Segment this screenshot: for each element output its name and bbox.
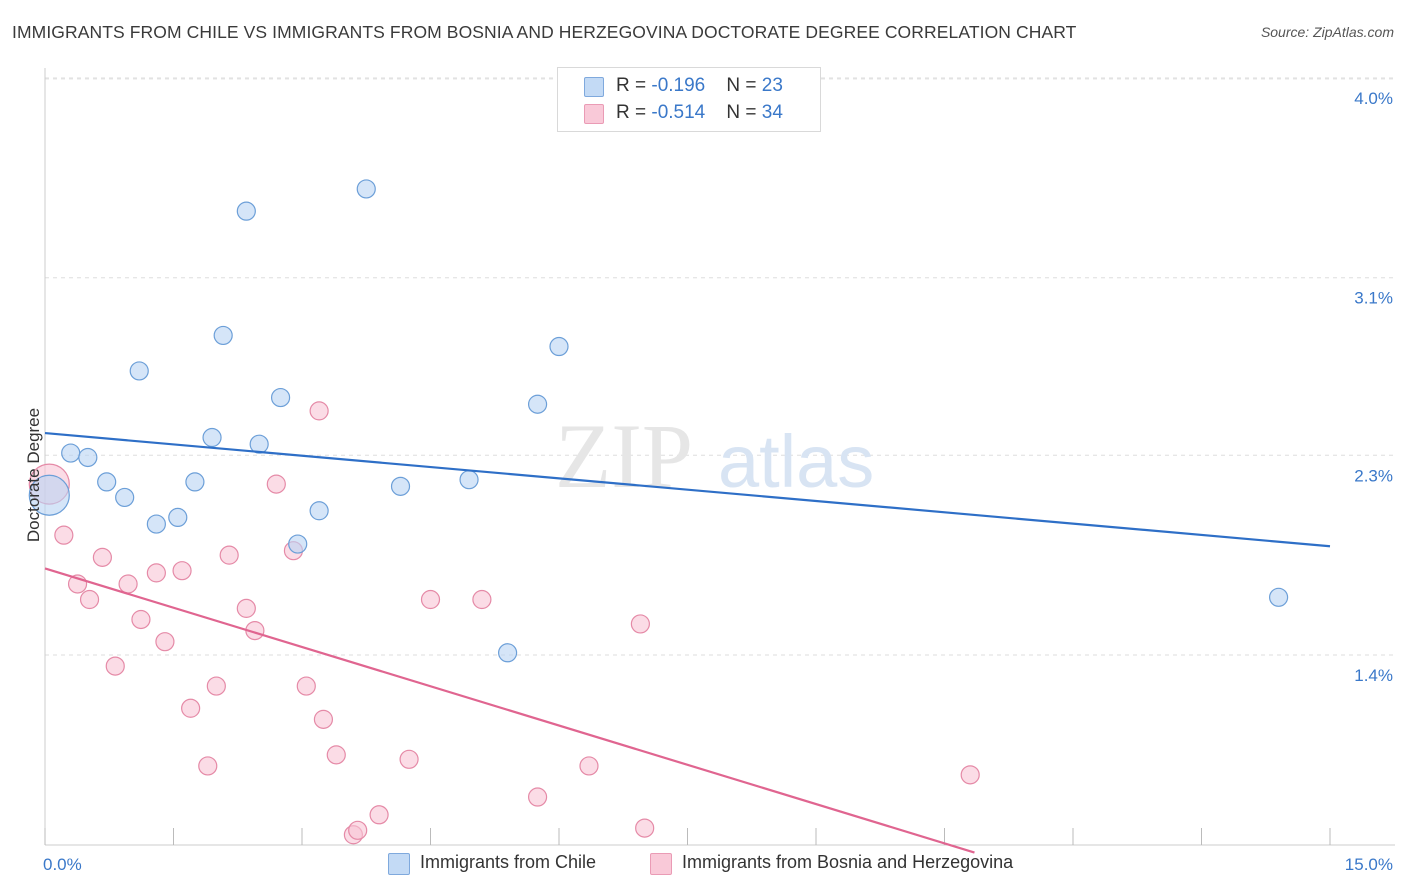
x-tick-labels: 0.0% 15.0%	[43, 855, 1393, 874]
bosnia-point	[219, 545, 239, 565]
bosnia-point	[369, 805, 389, 825]
series-legend: Immigrants from Chile Immigrants from Bo…	[0, 851, 1406, 877]
watermark-atlas: atlas	[718, 420, 874, 503]
bosnia-point	[181, 698, 201, 718]
legend-n-value: 34	[761, 102, 783, 123]
y-tick-labels: 1.4% 2.3% 3.1% 4.0%	[1354, 89, 1393, 685]
series-legend-swatch-chile	[388, 853, 410, 875]
bosnia-point	[635, 818, 655, 838]
legend-n-label: N =	[726, 102, 762, 123]
legend-n-label: N =	[726, 75, 762, 96]
bosnia-point	[54, 525, 74, 545]
series-chile-points	[28, 179, 1289, 663]
bosnia-point	[118, 574, 138, 594]
chile-point	[498, 643, 518, 663]
chile-point	[185, 472, 205, 492]
y-tick-label: 3.1%	[1354, 289, 1393, 308]
bosnia-point	[236, 598, 256, 618]
bosnia-point	[79, 589, 100, 610]
y-tick-label: 1.4%	[1354, 666, 1393, 685]
bosnia-point	[420, 589, 441, 610]
y-axis-label: Doctorate Degree	[24, 407, 43, 543]
bosnia-point	[579, 756, 599, 776]
chile-point	[390, 476, 411, 496]
chile-point	[527, 394, 548, 414]
series-legend-label-chile: Immigrants from Chile	[420, 852, 597, 872]
bosnia-point	[155, 632, 175, 652]
chile-point	[249, 434, 269, 454]
bosnia-point	[131, 609, 151, 630]
chile-point	[288, 534, 308, 554]
chile-point	[61, 443, 81, 463]
bosnia-point	[146, 563, 166, 583]
bosnia-point	[326, 745, 346, 765]
bosnia-point	[399, 749, 419, 769]
bosnia-point	[92, 547, 112, 567]
legend-swatch-chile	[584, 77, 604, 97]
bosnia-point	[105, 656, 125, 676]
chile-point	[168, 507, 188, 528]
chile-point	[129, 361, 149, 381]
watermark: ZIP atlas	[555, 405, 874, 507]
legend-text-chile: R = -0.196 N = 23	[616, 75, 783, 97]
chile-point	[309, 501, 329, 521]
watermark-zip: ZIP	[555, 405, 693, 507]
series-legend-label-bosnia: Immigrants from Bosnia and Herzegovina	[682, 852, 1014, 872]
bosnia-point	[296, 676, 316, 696]
chart-title: IMMIGRANTS FROM CHILE VS IMMIGRANTS FROM…	[12, 22, 1077, 42]
bosnia-point	[313, 709, 334, 729]
gridlines	[45, 77, 1395, 656]
chile-point	[28, 474, 70, 516]
bosnia-point	[309, 401, 329, 421]
source-note: Source: ZipAtlas.com	[1260, 24, 1394, 40]
y-axis-label-wrap: Doctorate Degree	[14, 390, 43, 590]
bosnia-point	[172, 561, 192, 581]
y-tick-label: 4.0%	[1354, 89, 1393, 108]
y-tick-label: 2.3%	[1354, 466, 1393, 485]
legend-text-bosnia: R = -0.514 N = 34	[616, 102, 783, 124]
bosnia-point	[348, 820, 368, 840]
chile-point	[1268, 587, 1289, 607]
chile-point	[146, 514, 166, 534]
chile-point	[97, 472, 117, 492]
chile-point	[115, 487, 135, 508]
bosnia-point	[472, 589, 492, 610]
bosnia-point	[266, 474, 286, 494]
bosnia-point	[198, 756, 218, 776]
legend-r-value: -0.196	[651, 75, 706, 96]
chile-point	[459, 470, 479, 490]
bosnia-point	[630, 614, 650, 634]
bosnia-trend-line	[44, 567, 975, 854]
x-tick-label-min: 0.0%	[43, 855, 82, 874]
trend-lines	[44, 431, 1331, 854]
chile-point	[549, 336, 569, 357]
legend-r-label: R =	[616, 75, 652, 96]
bosnia-point	[960, 765, 980, 785]
bosnia-point	[206, 676, 226, 696]
chile-point	[270, 387, 291, 408]
chile-point	[202, 427, 222, 448]
x-tick-label-max: 15.0%	[1345, 855, 1393, 874]
chile-point	[78, 447, 98, 468]
series-bosnia-points	[28, 401, 980, 845]
chile-point	[236, 201, 256, 221]
chile-point	[213, 325, 233, 346]
legend-r-label: R =	[616, 102, 652, 123]
series-legend-swatch-bosnia	[650, 853, 672, 875]
x-ticks	[44, 828, 1331, 845]
axes	[44, 68, 1395, 846]
legend-r-value: -0.514	[651, 102, 706, 123]
chile-point	[356, 179, 376, 199]
legend-swatch-bosnia	[584, 104, 604, 124]
chile-trend-line	[44, 431, 1331, 548]
bosnia-point	[527, 787, 548, 807]
legend-n-value: 23	[761, 75, 783, 96]
correlation-legend: R = -0.196 N = 23 R = -0.514 N = 34	[557, 67, 821, 132]
